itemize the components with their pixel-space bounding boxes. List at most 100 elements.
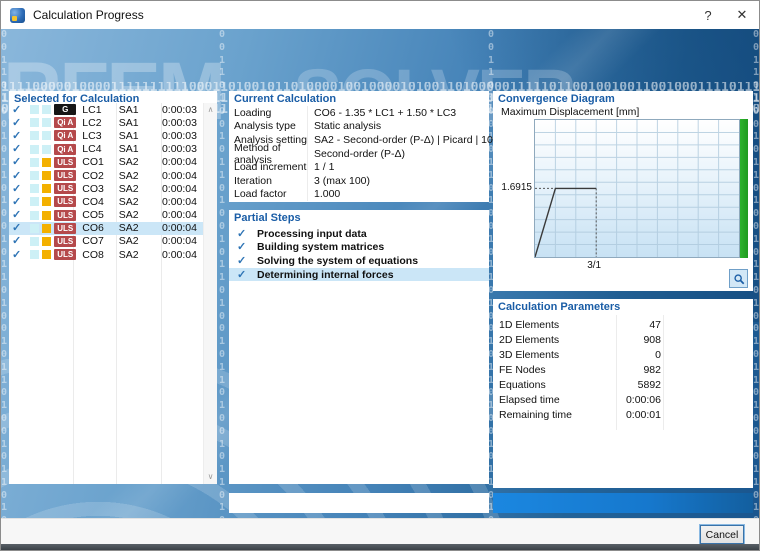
column-divider [663,315,664,430]
current-calc-label: Load factor [234,188,287,201]
category-badge: ULS [54,222,77,234]
binary-row: 1111000001000011111111110001101001011010… [1,82,759,93]
row-check-icon: ✓ [12,143,22,156]
color-swatch [30,131,40,141]
calc-row-CO1[interactable]: ✓ ULS CO1 SA2 0:00:04 [9,156,204,169]
color-swatch [42,105,52,115]
current-calc-value: 1 / 1 [314,161,335,174]
magnifier-icon [733,273,744,284]
parameter-value: 908 [643,333,661,346]
calc-time: 0:00:03 [161,103,197,116]
calc-row-CO4[interactable]: ✓ ULS CO4 SA2 0:00:04 [9,195,204,208]
analysis-setting: SA1 [118,143,139,156]
calc-time: 0:00:03 [161,143,197,156]
analysis-setting: SA2 [118,195,139,208]
calc-row-LC2[interactable]: ✓ Qi A LC2 SA1 0:00:03 [9,116,204,129]
partial-step: ✓ Processing input data [229,227,489,241]
binary-column: 0011010010110100101101001011010010110100… [488,29,495,518]
current-calc-row: Load factor 1.000 [229,188,489,202]
close-button[interactable]: ✕ [736,7,748,22]
calc-row-CO6[interactable]: ✓ ULS CO6 SA2 0:00:04 [9,221,204,235]
color-swatch [42,210,52,220]
calc-time: 0:00:03 [161,129,197,142]
parameter-value: 47 [649,318,661,331]
list-scrollbar[interactable]: ∧ ∨ [203,103,217,484]
row-check-icon: ✓ [12,195,22,208]
chart-ylabel: Maximum Displacement [mm] [501,106,640,118]
parameter-value: 0 [655,348,661,361]
partial-steps-panel: Partial Steps ✓ Processing input data ✓ Bui… [229,210,489,484]
row-check-icon: ✓ [12,222,22,235]
current-calc-label: Analysis type [234,120,296,133]
calc-row-LC4[interactable]: ✓ Qi A LC4 SA1 0:00:03 [9,143,204,156]
color-swatch [42,171,52,181]
calc-row-LC3[interactable]: ✓ Qi A LC3 SA1 0:00:03 [9,129,204,142]
calc-row-CO2[interactable]: ✓ ULS CO2 SA2 0:00:04 [9,169,204,182]
case-name: CO4 [82,195,104,208]
row-check-icon: ✓ [12,248,22,261]
current-calc-label: Method of analysis [234,141,281,166]
cancel-button[interactable]: Cancel [700,525,744,544]
category-badge: ULS [54,196,77,208]
partial-step: ✓ Building system matrices [229,241,489,255]
current-calc-label: Load increment [234,161,307,174]
convergence-progress-bar [740,119,748,258]
step-check-icon: ✓ [237,241,247,254]
row-check-icon: ✓ [12,209,22,222]
chart-zoom-button[interactable] [729,269,748,288]
current-calc-value: Second-order (P-Δ) [314,147,406,160]
case-name: LC2 [82,116,102,129]
parameter-row: 1D Elements 47 [493,317,753,332]
parameter-label: Remaining time [499,408,572,421]
analysis-setting: SA2 [118,235,139,248]
category-badge: G [54,104,77,116]
parameter-row: 3D Elements 0 [493,347,753,362]
calc-time: 0:00:04 [161,169,197,182]
parameter-row: 2D Elements 908 [493,332,753,347]
color-swatch [30,157,40,167]
calc-time: 0:00:04 [161,248,197,261]
row-check-icon: ✓ [12,169,22,182]
convergence-chart [534,119,740,258]
row-check-icon: ✓ [12,235,22,248]
calc-row-CO7[interactable]: ✓ ULS CO7 SA2 0:00:04 [9,235,204,248]
chart-xtick-label: 3/1 [587,260,602,271]
case-name: CO8 [82,248,104,261]
current-calc-row: Iteration 3 (max 100) [229,174,489,188]
analysis-setting: SA2 [118,182,139,195]
step-label: Building system matrices [257,241,385,254]
row-check-icon: ✓ [12,182,22,195]
current-calc-row: Analysis type Static analysis [229,120,489,134]
calc-row-LC1[interactable]: ✓ G LC1 SA1 0:00:03 [9,103,204,116]
color-swatch [30,171,40,181]
current-calc-row: Analysis setting SA2 - Second-order (P-Δ)… [229,133,513,147]
parameter-label: 3D Elements [499,348,560,361]
scroll-up-icon[interactable]: ∧ [207,105,214,114]
selected-for-calculation-panel: Selected for Calculation ✓ G LC1 SA1 0:00:03… [9,91,217,484]
partial-steps-header: Partial Steps [234,212,301,224]
binary-column: 0011010010110100101101001011010010110100… [1,29,8,518]
color-swatch [30,210,40,220]
color-swatch [42,118,52,128]
calc-time: 0:00:04 [161,156,197,169]
color-swatch [30,184,40,194]
parameter-label: 1D Elements [499,318,560,331]
help-button[interactable]: ? [704,7,712,23]
column-divider [616,315,617,430]
current-calc-label: Iteration [234,174,272,187]
calc-time: 0:00:04 [161,235,197,248]
calc-row-CO3[interactable]: ✓ ULS CO3 SA2 0:00:04 [9,182,204,195]
app-icon [10,7,25,23]
scroll-down-icon[interactable]: ∨ [207,472,214,481]
category-badge: Qi A [54,143,77,155]
binary-column: 0011010010110100101101001011010010110100… [219,29,226,518]
calc-row-CO8[interactable]: ✓ ULS CO8 SA2 0:00:04 [9,248,204,261]
parameter-row: Remaining time 0:00:01 [493,407,753,422]
step-progress-bar [229,493,489,513]
column-divider [73,103,74,484]
analysis-setting: SA2 [118,209,139,222]
calc-list-rows: ✓ G LC1 SA1 0:00:03 ✓ Qi A LC2 SA1 0:00:03 ✓ Qi A LC… [9,103,204,261]
calc-row-CO5[interactable]: ✓ ULS CO5 SA2 0:00:04 [9,209,204,222]
parameter-label: FE Nodes [499,363,546,376]
row-check-icon: ✓ [12,116,22,129]
